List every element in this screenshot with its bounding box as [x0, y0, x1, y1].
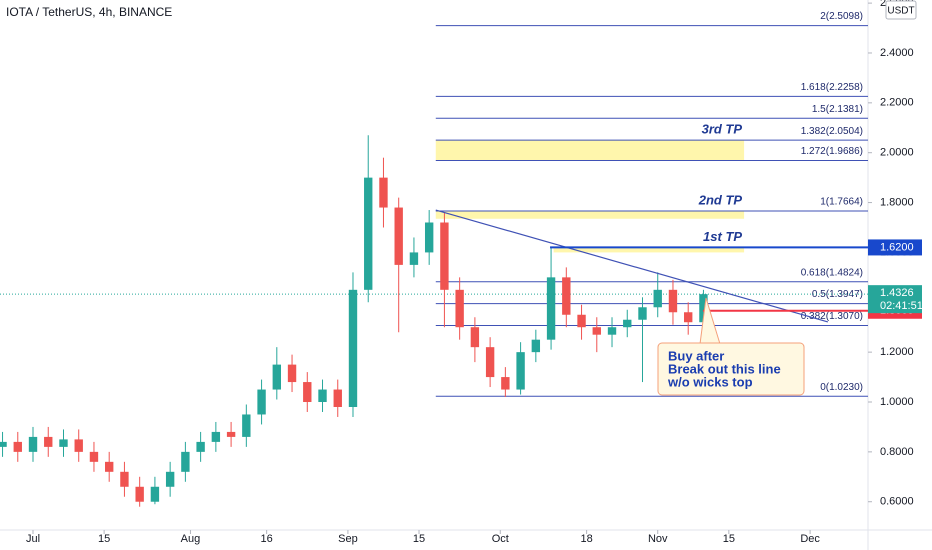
fib-label: 1.382(2.0504): [801, 126, 863, 137]
fib-label: 0.5(1.3947): [812, 289, 863, 300]
candle-body: [28, 436, 38, 452]
x-tick-label: Sep: [338, 533, 358, 545]
x-tick-label: Aug: [181, 533, 201, 545]
candle-body: [379, 177, 388, 208]
candle-body: [165, 471, 175, 487]
candle-body: [607, 327, 617, 335]
candle-body: [577, 314, 586, 328]
candle-body: [592, 327, 601, 335]
x-tick-label: 15: [98, 533, 110, 545]
candle-body: [242, 414, 251, 437]
fib-label: 2(2.5098): [820, 11, 863, 22]
candle-body: [333, 389, 342, 407]
target-label: 2nd TP: [698, 192, 743, 207]
callout-box: [657, 342, 805, 396]
currency: USDT: [887, 6, 914, 17]
candle-body: [105, 461, 114, 472]
last-price-tag: [868, 285, 922, 314]
candle-body: [409, 252, 419, 265]
fib-label: 1.272(1.9686): [801, 146, 863, 157]
y-tick-label: 2.2000: [880, 97, 914, 109]
price-tag-label: 1.6200: [880, 241, 914, 253]
candle-body: [546, 277, 556, 340]
fib-label: 0(1.0230): [820, 382, 863, 393]
callout-text: Buy after: [668, 348, 724, 363]
fib-label: 0.382(1.3070): [801, 311, 863, 322]
candle-body: [516, 352, 525, 390]
fib-label: 1(1.7664): [820, 197, 863, 208]
candle-body: [653, 289, 662, 308]
candle-body: [424, 222, 434, 253]
x-tick-label: Dec: [800, 533, 820, 545]
candle-body: [699, 294, 708, 323]
target-zone: [435, 210, 745, 219]
candle-body: [623, 319, 632, 328]
x-tick-label: Nov: [648, 533, 668, 545]
x-tick-label: Jul: [26, 533, 40, 545]
y-tick-label: 0.6000: [880, 496, 914, 508]
x-tick-label: Oct: [492, 533, 509, 545]
candle-body: [638, 307, 647, 320]
chart-title: IOTA / TetherUS, 4h, BINANCE: [6, 5, 172, 19]
candle-body: [364, 177, 373, 290]
y-tick-label: 2.4000: [880, 47, 914, 59]
fib-label: 1.5(2.1381): [812, 104, 863, 115]
candle-body: [318, 389, 327, 403]
candle-body: [226, 431, 236, 437]
candle-body: [348, 289, 358, 407]
target-zone: [553, 247, 745, 253]
candle-body: [501, 377, 510, 390]
candle-body: [89, 451, 99, 462]
price-tag: [868, 239, 922, 256]
candle-body: [668, 289, 678, 313]
target-label: 1st TP: [703, 229, 742, 244]
candle-body: [13, 441, 22, 452]
candle-body: [562, 277, 571, 315]
target-zone: [435, 140, 745, 161]
candle-body: [181, 451, 190, 472]
candle-body: [394, 207, 403, 265]
currency-badge: [885, 0, 917, 20]
countdown: 02:41:51: [880, 300, 923, 312]
y-tick-label: 0.8000: [880, 446, 914, 458]
candle-body: [485, 347, 495, 378]
fib-label: 0.618(1.4824): [801, 267, 863, 278]
candle-body: [211, 431, 221, 442]
x-tick-label: 18: [580, 533, 592, 545]
x-tick-label: 16: [261, 533, 273, 545]
candle-body: [150, 486, 160, 502]
target-label: 3rd TP: [702, 122, 743, 137]
callout-text: w/o wicks top: [667, 374, 753, 389]
callout-text: Break out this line: [668, 361, 781, 376]
candle-body: [74, 439, 83, 452]
candle-body: [455, 289, 464, 328]
candle-body: [257, 389, 266, 415]
x-tick-label: 15: [723, 533, 735, 545]
candle-body: [0, 441, 7, 447]
candle-body: [440, 222, 449, 290]
last-price-label: 1.4326: [880, 287, 914, 299]
candle-body: [196, 441, 205, 452]
y-tick-label: 2.0000: [880, 147, 914, 159]
candle-body: [684, 312, 693, 323]
candle-body: [44, 436, 53, 447]
candle-body: [120, 471, 129, 487]
y-tick-label: 1.8000: [880, 196, 914, 208]
candle-body: [303, 382, 312, 403]
candle-body: [135, 486, 144, 502]
candle-body: [272, 364, 281, 390]
candle-body: [59, 439, 68, 447]
candle-body: [470, 327, 480, 348]
y-tick-label: 1.2000: [880, 346, 914, 358]
candle-body: [287, 364, 297, 383]
trendline: [435, 209, 829, 323]
x-tick-label: 15: [413, 533, 425, 545]
fib-label: 1.618(2.2258): [801, 82, 863, 93]
y-tick-label: 1.0000: [880, 396, 914, 408]
candle-body: [531, 339, 541, 353]
